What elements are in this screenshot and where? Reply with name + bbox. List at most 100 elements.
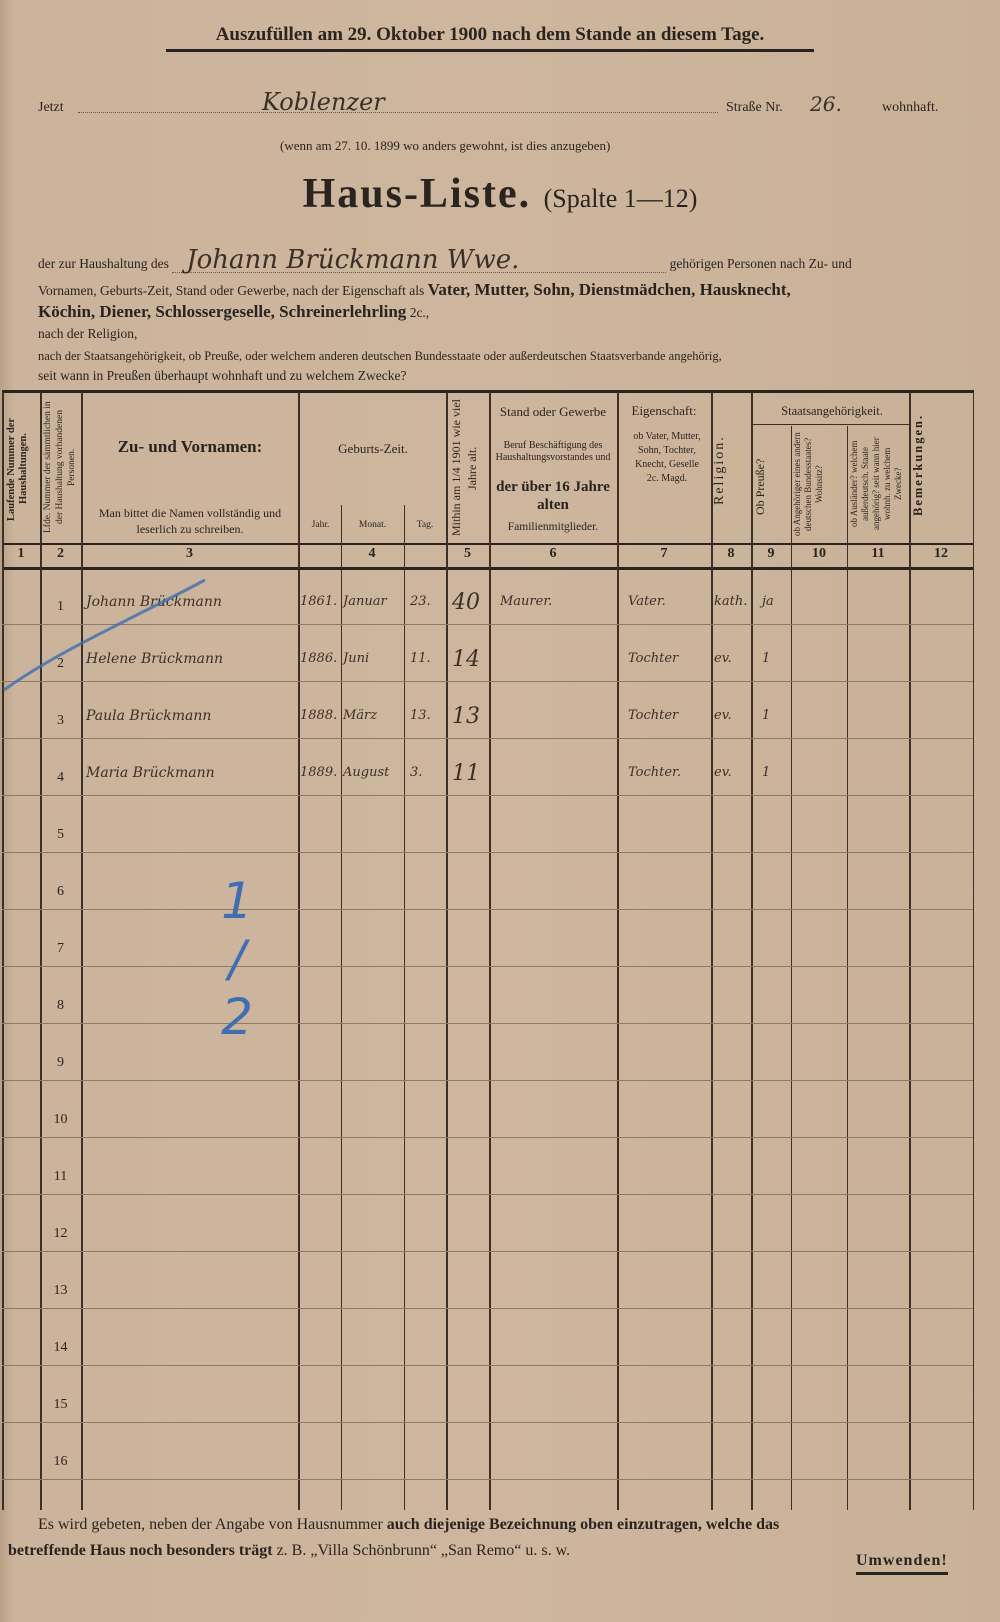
family-role: Tochter xyxy=(628,651,679,666)
resident-label: wohnhaft. xyxy=(882,100,939,115)
column-divider xyxy=(617,392,619,1510)
religion: ev. xyxy=(714,708,732,723)
row-number: 11 xyxy=(53,1169,68,1184)
row-number: 3 xyxy=(57,713,64,728)
column-divider xyxy=(298,392,300,1510)
row-rule xyxy=(2,1251,973,1252)
birth-day: 13. xyxy=(410,708,431,723)
intro-text: Vornamen, Geburts-Zeit, Stand oder Gewer… xyxy=(38,283,425,298)
col7-note: ob Vater, Mutter, Sohn, Tochter, Knecht,… xyxy=(633,431,701,484)
person-name: Paula Brückmann xyxy=(86,708,212,724)
column-number: 11 xyxy=(871,546,885,561)
intro-line-3: Köchin, Diener, Schlossergeselle, Schrei… xyxy=(38,300,943,325)
row-rule xyxy=(2,909,973,910)
row-rule xyxy=(2,1308,973,1309)
intro-bold: Köchin, Diener, Schlossergeselle, Schrei… xyxy=(38,302,407,321)
pencil-annotation-text: 1 / 2 xyxy=(221,872,253,1046)
row-number: 15 xyxy=(53,1397,68,1412)
person-name: Helene Brückmann xyxy=(86,651,223,667)
religion: ev. xyxy=(714,765,732,780)
birth-day: 3. xyxy=(410,765,423,780)
row-number: 5 xyxy=(57,827,64,842)
column-number: 4 xyxy=(368,546,376,561)
is-prussian: 1 xyxy=(762,765,771,780)
row-number: 4 xyxy=(57,770,64,785)
street-value: Koblenzer xyxy=(262,88,385,116)
religion: ev. xyxy=(714,651,732,666)
row-rule xyxy=(2,1479,973,1480)
col4-day: Tag. xyxy=(416,520,434,530)
birth-month: März xyxy=(343,708,378,723)
row-number: 8 xyxy=(57,998,64,1013)
row-rule xyxy=(2,1194,973,1195)
birth-year: 1861. xyxy=(300,594,338,609)
col4-year: Jahr. xyxy=(311,520,330,530)
fill-instruction: Auszufüllen am 29. Oktober 1900 nach dem… xyxy=(166,24,814,52)
age: 11 xyxy=(452,761,480,786)
now-label: Jetzt xyxy=(38,100,64,115)
column-number: 1 xyxy=(17,546,25,561)
person-name: Maria Brückmann xyxy=(86,765,215,781)
number-row-border xyxy=(2,567,974,570)
birth-year: 1889. xyxy=(300,765,338,780)
birth-day: 11. xyxy=(410,651,431,666)
col6-bold: der über 16 Jahre alten xyxy=(496,479,610,513)
column-number: 6 xyxy=(549,546,557,561)
column-number: 12 xyxy=(934,546,948,561)
title-sub: (Spalte 1—12) xyxy=(543,184,698,213)
state-group-header: Staatsangehörigkeit. xyxy=(781,404,883,418)
header-bottom-border xyxy=(2,543,974,545)
column-divider xyxy=(2,392,4,1510)
col6-title: Stand oder Gewerbe xyxy=(499,404,607,419)
head-of-household: Johann Brückmann Wwe. xyxy=(172,247,667,273)
family-role: Tochter. xyxy=(628,765,681,780)
intro-prefix: der zur Haushaltung des xyxy=(38,256,169,271)
birth-day: 23. xyxy=(410,594,431,609)
is-prussian: 1 xyxy=(762,651,771,666)
column-divider xyxy=(847,426,848,1510)
column-number: 9 xyxy=(767,546,775,561)
family-role: Vater. xyxy=(628,594,666,609)
row-number: 1 xyxy=(57,599,64,614)
footer-text: z. B. „Villa Schönbrunn“ „San Remo“ u. s… xyxy=(276,1542,571,1559)
row-number: 14 xyxy=(53,1340,68,1355)
footer-bold: auch diejenige Bezeichnung oben einzutra… xyxy=(386,1516,780,1533)
intro-line-4: nach der Religion, xyxy=(38,326,138,341)
title-main: Haus-Liste. xyxy=(302,171,532,217)
is-prussian: 1 xyxy=(762,708,771,723)
birth-year: 1886. xyxy=(300,651,338,666)
row-number: 7 xyxy=(57,941,64,956)
footer-text: Es wird gebeten, neben der Angabe von Ha… xyxy=(38,1516,383,1533)
column-divider xyxy=(404,505,405,1510)
previous-residence-note: (wenn am 27. 10. 1899 wo anders gewohnt,… xyxy=(280,138,611,153)
person-name: Johann Brückmann xyxy=(86,594,222,610)
col6-end: Familienmitglieder. xyxy=(507,521,599,533)
row-rule xyxy=(2,624,973,625)
intro-line-2: Vornamen, Geburts-Zeit, Stand oder Gewer… xyxy=(38,278,943,303)
street-label: Straße Nr. xyxy=(726,100,783,115)
intro-bold: Vater, Mutter, Sohn, Dienstmädchen, Haus… xyxy=(427,280,791,299)
page-title: Haus-Liste. (Spalte 1—12) xyxy=(0,170,1000,218)
row-number: 13 xyxy=(53,1283,68,1298)
intro-line-1: der zur Haushaltung des Johann Brückmann… xyxy=(38,247,943,276)
intro-text: 2c., xyxy=(409,305,430,320)
occupation: Maurer. xyxy=(500,594,553,609)
column-number: 2 xyxy=(57,546,64,561)
house-number: 26. xyxy=(810,92,842,116)
column-divider xyxy=(973,392,974,1510)
turn-over-note: Umwenden! xyxy=(856,1552,948,1575)
is-prussian: ja xyxy=(762,594,774,609)
birth-month: August xyxy=(343,765,390,780)
row-rule xyxy=(2,966,973,967)
row-rule xyxy=(2,738,973,739)
column-number: 7 xyxy=(660,546,668,561)
column-divider xyxy=(446,392,448,1510)
column-divider xyxy=(751,392,753,1510)
column-number: 10 xyxy=(812,546,826,561)
religion: kath. xyxy=(714,594,748,609)
age: 13 xyxy=(452,704,480,729)
age: 40 xyxy=(452,590,480,615)
column-number: 3 xyxy=(186,546,193,561)
